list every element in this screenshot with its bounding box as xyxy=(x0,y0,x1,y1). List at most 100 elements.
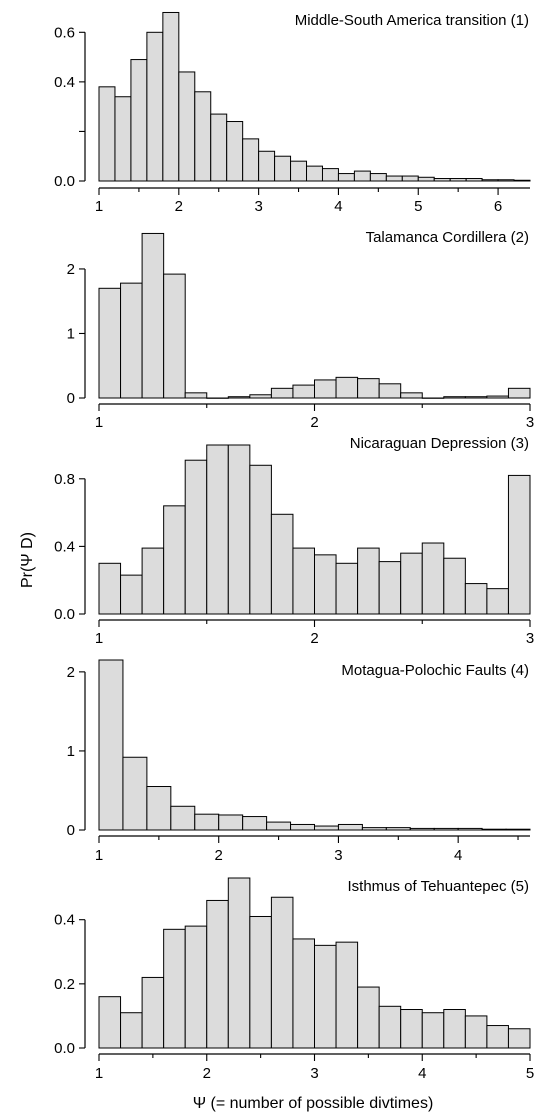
histogram-bar xyxy=(266,821,292,831)
y-tick-label: 0.0 xyxy=(54,1040,75,1057)
histogram-bar xyxy=(206,444,229,615)
histogram-bar xyxy=(433,178,451,182)
y-tick-label: 0.4 xyxy=(54,912,75,929)
y-tick-label: 0.0 xyxy=(54,606,75,623)
histogram-panel-3: 0.0 0.4 0.8 1 2 3 Nicaraguan Depression (3) xyxy=(54,435,534,647)
histogram-bar xyxy=(98,287,122,399)
histogram-bar xyxy=(184,459,208,615)
histogram-bar xyxy=(314,944,337,1049)
histogram-panel-5: 0.0 0.2 0.4 1 2 3 4 5 Isthmus of Tehuantepec (5) xyxy=(54,877,534,1082)
histogram-bar xyxy=(378,383,402,399)
histogram-bar xyxy=(357,986,380,1049)
histogram-bar xyxy=(464,1015,488,1049)
histogram-bar xyxy=(130,59,148,182)
x-tick-label: 3 xyxy=(254,198,262,215)
panels-group: 0.0 0.4 0.6 1 2 3 4 5 6 Middle-South America tran… xyxy=(54,11,534,1082)
histogram-bar xyxy=(227,444,251,615)
histogram-bar xyxy=(306,165,323,182)
x-tick-label: 1 xyxy=(95,1065,103,1082)
histogram-bar xyxy=(385,175,403,182)
x-tick-label: 4 xyxy=(334,198,342,215)
histogram-bar xyxy=(401,175,419,182)
histogram-bar xyxy=(292,547,316,615)
y-tick-label: 0.6 xyxy=(54,24,75,41)
x-tick-label: 2 xyxy=(175,198,183,215)
histogram-bar xyxy=(507,1028,531,1049)
histogram-bar xyxy=(443,396,466,399)
x-tick-label: 3 xyxy=(310,1065,318,1082)
histogram-bar xyxy=(114,96,132,182)
panel-title: Motagua-Polochic Faults (4) xyxy=(341,662,529,679)
histogram-panel-4: 0 1 2 1 2 3 4 Motagua-Polochic Faults (4) xyxy=(67,659,531,864)
histogram-bar xyxy=(292,938,316,1049)
histogram-bar xyxy=(457,827,483,831)
histogram-bar xyxy=(400,1009,423,1049)
histogram-bar xyxy=(486,588,509,615)
histogram-bar xyxy=(385,827,411,831)
x-tick-label: 2 xyxy=(203,1065,211,1082)
panel-title: Talamanca Cordillera (2) xyxy=(366,229,529,246)
histogram-bar xyxy=(226,121,244,182)
histogram-bar xyxy=(481,828,507,831)
histogram-bar xyxy=(210,113,228,182)
histogram-bar xyxy=(163,928,186,1049)
histogram-bar xyxy=(98,562,122,615)
histogram-bar xyxy=(464,583,488,615)
histogram-bar xyxy=(335,562,359,615)
x-tick-label: 5 xyxy=(414,198,422,215)
histogram-bar xyxy=(290,823,315,831)
panel-title: Middle-South America transition (1) xyxy=(295,12,529,29)
histogram-bar xyxy=(141,976,165,1049)
histogram-panel-2: 0 1 2 1 2 3 Talamanca Cordillera (2) xyxy=(67,229,534,431)
histogram-bar xyxy=(146,31,164,182)
y-tick-label: 1 xyxy=(67,325,75,342)
histogram-bar xyxy=(443,1009,466,1049)
histogram-bar xyxy=(433,827,459,831)
histogram-bar xyxy=(249,915,272,1049)
y-tick-label: 0.0 xyxy=(54,173,75,190)
histogram-bar xyxy=(314,554,337,615)
x-axis-label: Ψ (= number of possible divtimes) xyxy=(193,1095,434,1112)
histogram-bar xyxy=(335,941,359,1049)
histogram-bar xyxy=(465,178,483,182)
histogram-bar xyxy=(353,170,371,182)
x-tick-label: 2 xyxy=(215,847,223,864)
y-tick-label: 2 xyxy=(67,261,75,278)
histogram-bar xyxy=(464,396,488,399)
histogram-bar xyxy=(409,827,435,831)
y-tick-label: 0.4 xyxy=(54,538,75,555)
histogram-bar xyxy=(270,896,294,1049)
y-tick-label: 0 xyxy=(67,390,75,407)
histogram-bar xyxy=(290,160,308,182)
histogram-bar xyxy=(507,387,531,399)
x-tick-label: 4 xyxy=(454,847,462,864)
y-tick-label: 2 xyxy=(67,664,75,681)
histogram-bar xyxy=(421,542,445,615)
panel-title: Isthmus of Tehuantepec (5) xyxy=(348,878,530,895)
histogram-bar xyxy=(486,1025,509,1049)
histogram-bar xyxy=(163,505,186,615)
histogram-bar xyxy=(417,176,435,182)
histogram-bar xyxy=(270,513,294,615)
x-tick-label: 6 xyxy=(494,198,502,215)
histogram-bar xyxy=(98,996,122,1049)
y-tick-label: 0 xyxy=(67,822,75,839)
y-axis-label: Pr(Ψ D) xyxy=(19,532,36,588)
y-tick-label: 1 xyxy=(67,743,75,760)
histogram-bar xyxy=(337,823,363,831)
histogram-bar xyxy=(184,925,208,1049)
y-tick-label: 0.8 xyxy=(54,471,75,488)
histogram-bar xyxy=(400,392,423,399)
histogram-bar xyxy=(184,392,208,399)
x-tick-label: 1 xyxy=(95,414,103,431)
histogram-bar xyxy=(274,155,292,182)
histogram-bar xyxy=(206,899,229,1049)
x-tick-label: 2 xyxy=(310,630,318,647)
x-tick-label: 1 xyxy=(95,847,103,864)
histogram-bar xyxy=(120,1012,143,1049)
histogram-bar xyxy=(335,376,359,399)
histogram-bar xyxy=(378,561,402,615)
histogram-bar xyxy=(242,138,260,182)
histogram-bar xyxy=(497,179,515,182)
x-tick-label: 5 xyxy=(526,1065,534,1082)
